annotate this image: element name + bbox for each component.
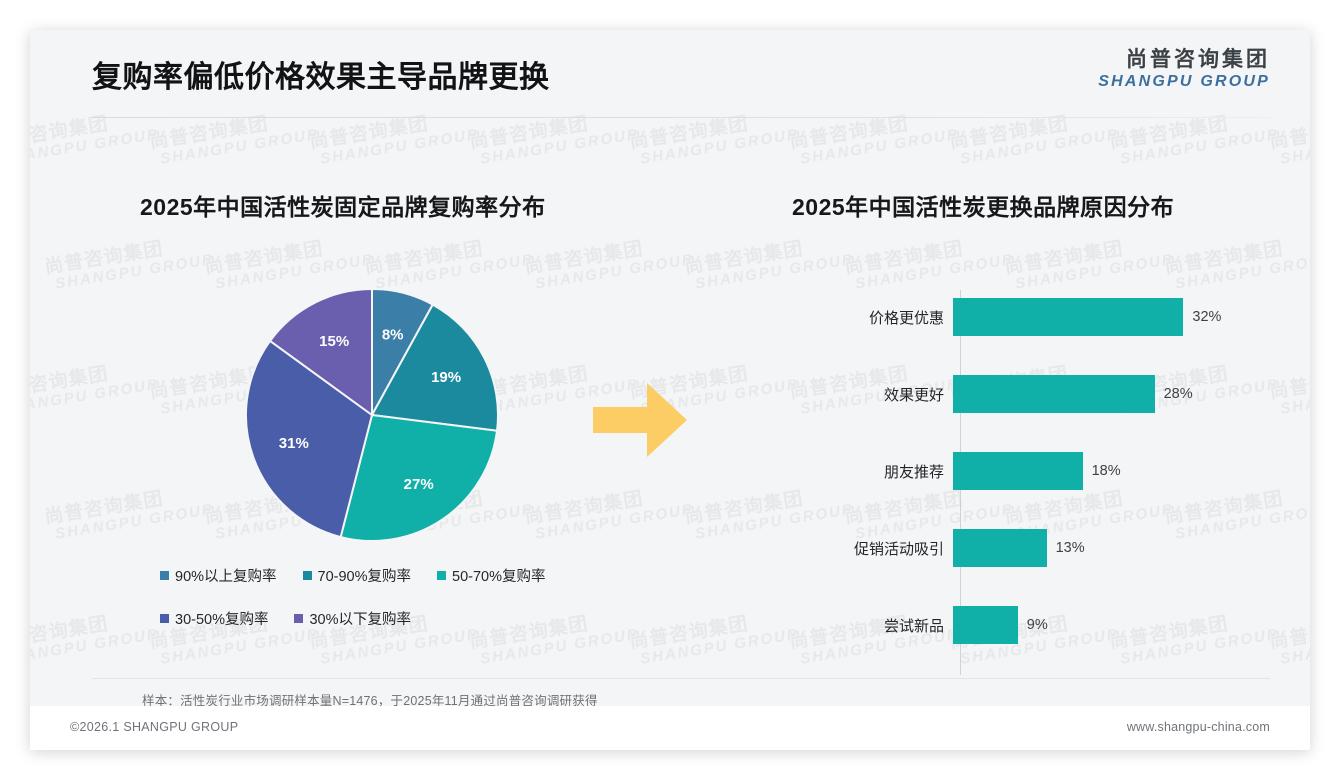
legend-label: 70-90%复购率 [317, 569, 412, 585]
logo-chinese-text: 尚普咨询集团 [1126, 48, 1270, 71]
legend-item[interactable]: 30-50%复购率 [160, 608, 268, 629]
pie-slice-label: 27% [404, 476, 434, 493]
bar-fill[interactable] [953, 298, 1184, 336]
pie-chart-title: 2025年中国活性炭固定品牌复购率分布 [140, 194, 546, 220]
bar-fill[interactable] [953, 452, 1083, 490]
pie-chart: 8% 19% 27% 31% 15% [242, 285, 502, 545]
bar-track: 13% [953, 525, 1255, 571]
slide-canvas: 尚普咨询集团 SHANGPU GROUP 尚普咨询集团 SHANGPU GROUP 尚普… [30, 30, 1310, 750]
pie-chart-legend: 90%以上复购率 70-90%复购率 50-70%复购率 30-50%复购率 30%以下… [160, 565, 630, 651]
pie-slice[interactable] [268, 287, 373, 417]
slide-footer: ©2026.1 SHANGPU GROUP www.shangpu-china.… [30, 706, 1310, 750]
pie-slice-label: 8% [382, 327, 404, 344]
footnote-divider [92, 678, 1270, 679]
pie-chart-panel: 2025年中国活性炭固定品牌复购率分布 8% 19% 27% 31% 15% 90%以上… [92, 140, 652, 670]
bar-category-label: 价格更优惠 [868, 309, 944, 327]
legend-swatch-icon [160, 614, 169, 623]
pie-slice-label: 15% [319, 333, 349, 350]
footnote-text: 样本：活性炭行业市场调研样本量N=1476，于2025年11月通过尚普咨询调研获… [142, 694, 598, 708]
footer-copyright: ©2026.1 SHANGPU GROUP [70, 720, 239, 734]
bar-chart: 价格更优惠 32% 效果更好 28% 朋友推荐 18% 促销活动吸引 13% 尝试新品 9% [785, 280, 1255, 680]
legend-swatch-icon [294, 614, 304, 623]
bar-chart-row[interactable]: 促销活动吸引 13% [785, 525, 1255, 571]
bar-fill[interactable] [953, 375, 1155, 413]
bar-track: 28% [953, 371, 1255, 417]
bar-category-label: 效果更好 [883, 386, 944, 404]
bar-value-label: 13% [1055, 540, 1085, 556]
bar-category-label: 尝试新品 [883, 617, 944, 635]
bar-chart-row[interactable]: 效果更好 28% [785, 371, 1255, 417]
bar-chart-row[interactable]: 尝试新品 9% [785, 602, 1255, 648]
legend-swatch-icon [302, 571, 312, 580]
pie-slice[interactable] [339, 413, 499, 542]
bar-category-label: 朋友推荐 [883, 463, 944, 481]
bar-category-label: 促销活动吸引 [853, 540, 944, 558]
legend-item[interactable]: 90%以上复购率 [160, 565, 277, 586]
pie-slice[interactable] [245, 339, 374, 539]
bar-chart-panel: 2025年中国活性炭更换品牌原因分布 价格更优惠 32% 效果更好 28% 朋友推荐 18… [730, 140, 1275, 675]
brand-logo: 尚普咨询集团 SHANGPU GROUP [1098, 48, 1270, 91]
legend-swatch-icon [437, 571, 447, 580]
legend-label: 30-50%复购率 [175, 612, 269, 628]
pie-chart-svg: 8% 19% 27% 31% 15% [245, 287, 499, 542]
legend-label: 90%以上复购率 [175, 569, 277, 585]
pie-slice[interactable] [370, 303, 499, 432]
pie-slice-label: 31% [279, 435, 309, 452]
legend-item[interactable]: 30%以下复购率 [294, 608, 411, 629]
right-arrow-icon [585, 375, 695, 465]
legend-item[interactable]: 70-90%复购率 [302, 565, 412, 586]
bar-value-label: 9% [1026, 617, 1048, 633]
page-title: 复购率偏低价格效果主导品牌更换 [92, 61, 550, 94]
legend-swatch-icon [160, 571, 169, 580]
bar-chart-row[interactable]: 价格更优惠 32% [785, 294, 1255, 340]
legend-row: 30-50%复购率 30%以下复购率 [160, 608, 630, 629]
slide-header: 复购率偏低价格效果主导品牌更换 尚普咨询集团 SHANGPU GROUP [30, 30, 1310, 108]
bar-value-label: 18% [1091, 463, 1121, 479]
footer-website[interactable]: www.shangpu-china.com [1126, 720, 1270, 734]
bar-chart-title: 2025年中国活性炭更换品牌原因分布 [792, 194, 1175, 220]
header-divider [92, 117, 1270, 118]
bar-track: 32% [953, 294, 1255, 340]
logo-english-text: SHANGPU GROUP [1098, 73, 1270, 91]
bar-track: 9% [953, 602, 1255, 648]
legend-label: 50-70%复购率 [452, 569, 546, 585]
bar-value-label: 32% [1192, 309, 1222, 325]
legend-item[interactable]: 50-70%复购率 [437, 565, 546, 586]
pie-slice-label: 19% [431, 369, 461, 386]
bar-fill[interactable] [953, 606, 1018, 644]
bar-track: 18% [953, 448, 1255, 494]
bar-fill[interactable] [953, 529, 1047, 567]
legend-row: 90%以上复购率 70-90%复购率 50-70%复购率 [160, 565, 630, 586]
bar-chart-row[interactable]: 朋友推荐 18% [785, 448, 1255, 494]
legend-label: 30%以下复购率 [309, 612, 412, 628]
bar-value-label: 28% [1163, 386, 1193, 402]
